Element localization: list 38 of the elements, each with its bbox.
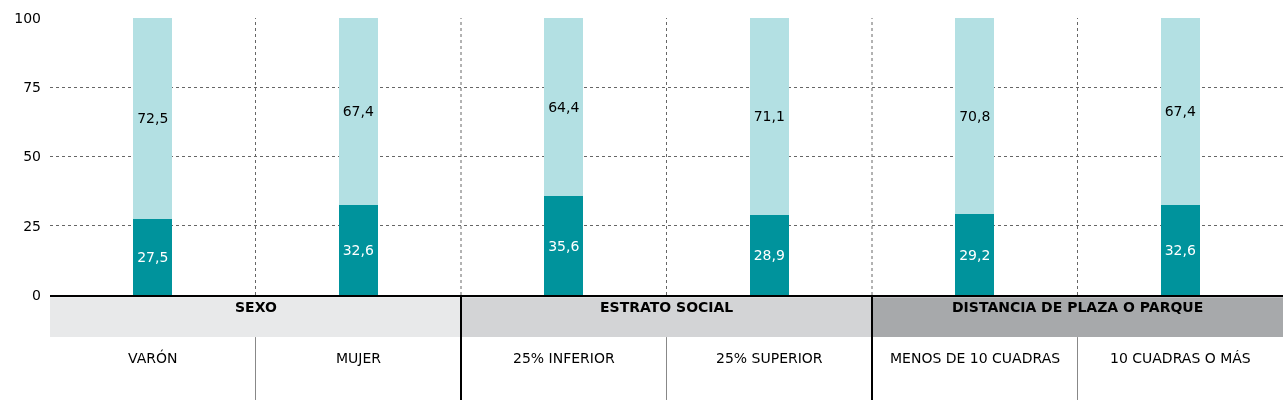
y-tick-label: 0: [32, 286, 41, 303]
data-label: 72,5: [137, 110, 169, 127]
bar: [749, 214, 789, 295]
bar: [338, 18, 378, 205]
y-tick-label: 50: [23, 148, 41, 165]
text: ESTRATO SOCIAL: [600, 299, 734, 315]
data-label: 28,9: [753, 246, 785, 263]
text: DISTANCIA DE PLAZA O PARQUE: [952, 299, 1204, 315]
bar: [1160, 18, 1200, 205]
data-label: 29,2: [959, 246, 991, 263]
x-tick-label: 25% SUPERIOR: [716, 350, 823, 366]
x-tick-label: 10 CUADRAS O MÁS: [1110, 350, 1251, 366]
bar: [749, 18, 789, 215]
data-label: 35,6: [548, 237, 580, 254]
data-label: 71,1: [753, 108, 785, 125]
data-label: 32,6: [1164, 241, 1196, 258]
bar: [544, 196, 584, 295]
data-label: 32,6: [342, 241, 374, 258]
bar: [955, 18, 995, 215]
x-tick-label: MENOS DE 10 CUADRAS: [890, 350, 1061, 366]
text: SEXO: [235, 299, 277, 315]
data-label: 67,4: [342, 103, 374, 120]
y-tick-label: 100: [14, 9, 41, 26]
bar: [544, 18, 584, 197]
bar: [338, 204, 378, 295]
data-label: 70,8: [959, 108, 991, 125]
y-tick-label: 25: [23, 217, 41, 234]
x-tick-label: MUJER: [336, 350, 382, 366]
bar: [1160, 204, 1200, 295]
bar: [133, 218, 173, 295]
x-tick-label: VARÓN: [128, 349, 178, 366]
data-label: 27,5: [137, 248, 169, 265]
x-tick-label: 25% INFERIOR: [513, 350, 615, 366]
bar: [955, 214, 995, 295]
y-tick-label: 75: [23, 79, 41, 96]
bar: [133, 18, 173, 219]
data-label: 67,4: [1164, 103, 1196, 120]
data-label: 64,4: [548, 99, 580, 116]
